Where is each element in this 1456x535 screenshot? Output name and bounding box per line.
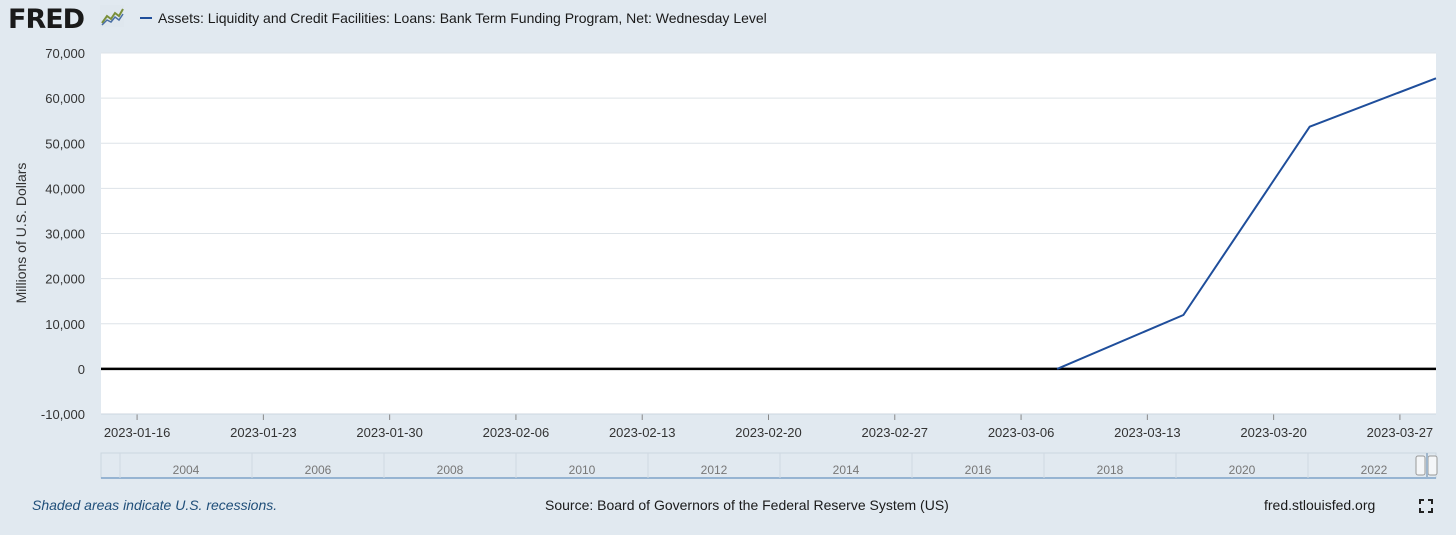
fred-logo-text: FRED [8,4,85,35]
navigator-handle-right [1427,455,1438,476]
y-axis-title: Millions of U.S. Dollars [13,163,29,304]
navigator-handle-left [1415,455,1426,476]
series-line [1056,77,1437,370]
navigator-year-label: 2014 [833,463,860,477]
line-chart: Millions of U.S. Dollars 70,000 60,000 50,… [13,46,1438,479]
fullscreen-icon[interactable] [1419,499,1433,513]
y-tick-label: 70,000 [45,46,85,61]
recession-note: Shaded areas indicate U.S. recessions. [32,497,278,513]
fred-chart-icon [100,5,124,27]
y-tick-label: 20,000 [45,272,85,287]
legend-series-label: Assets: Liquidity and Credit Facilities:… [158,10,767,26]
legend-swatch [140,17,152,19]
y-tick-label: -10,000 [41,407,85,422]
x-tick-label: 2023-03-13 [1114,425,1181,440]
x-tick-label: 2023-01-16 [104,425,171,440]
x-tick-label: 2023-03-20 [1240,425,1307,440]
fred-logo[interactable]: FRED [8,4,85,35]
legend[interactable]: Assets: Liquidity and Credit Facilities:… [140,10,767,26]
navigator-year-label: 2012 [701,463,728,477]
navigator-year-label: 2016 [965,463,992,477]
x-tick-label: 2023-03-27 [1367,425,1434,440]
x-tick-label: 2023-01-30 [356,425,423,440]
navigator-year-label: 2004 [173,463,200,477]
navigator-year-label: 2022 [1361,463,1388,477]
x-tick-label: 2023-02-27 [862,425,929,440]
navigator-year-label: 2008 [437,463,464,477]
navigator-year-label: 2020 [1229,463,1256,477]
x-tick-label: 2023-02-06 [483,425,550,440]
y-tick-label: 60,000 [45,91,85,106]
navigator-year-label: 2018 [1097,463,1124,477]
navigator-year-label: 2010 [569,463,596,477]
x-tick-label: 2023-02-13 [609,425,676,440]
y-tick-label: 40,000 [45,181,85,196]
source-note: Source: Board of Governors of the Federa… [545,497,949,513]
x-tick-label: 2023-02-20 [735,425,802,440]
y-tick-label: 30,000 [45,227,85,242]
y-tick-label: 50,000 [45,136,85,151]
chart-header: FRED Assets: Liquidity and Credit Facili… [0,0,1456,42]
y-tick-label: 0 [78,362,85,377]
x-tick-label: 2023-01-23 [230,425,297,440]
x-tick-label: 2023-03-06 [988,425,1055,440]
navigator-year-label: 2006 [305,463,332,477]
navigator-selection [1426,453,1428,478]
site-link[interactable]: fred.stlouisfed.org [1264,497,1376,513]
y-tick-label: 10,000 [45,317,85,332]
